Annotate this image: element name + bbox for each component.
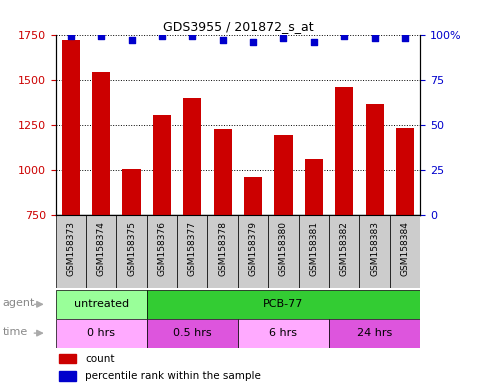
Text: PCB-77: PCB-77 <box>263 299 304 310</box>
Text: percentile rank within the sample: percentile rank within the sample <box>85 371 261 381</box>
Bar <box>329 319 420 348</box>
Bar <box>183 98 201 215</box>
Text: 24 hrs: 24 hrs <box>357 328 392 338</box>
Text: GSM158376: GSM158376 <box>157 221 167 276</box>
Bar <box>153 115 171 215</box>
Bar <box>238 319 329 348</box>
Bar <box>122 169 141 215</box>
Point <box>97 33 105 40</box>
Point <box>188 33 196 40</box>
Point <box>158 33 166 40</box>
Point <box>310 39 318 45</box>
Bar <box>56 319 147 348</box>
Point <box>371 35 379 41</box>
Text: GSM158383: GSM158383 <box>370 221 379 276</box>
Point <box>341 33 348 40</box>
Bar <box>92 73 110 215</box>
Bar <box>147 215 177 288</box>
Bar <box>62 40 80 215</box>
Text: GSM158384: GSM158384 <box>400 221 410 276</box>
Bar <box>305 159 323 215</box>
Bar <box>147 319 238 348</box>
Text: GSM158380: GSM158380 <box>279 221 288 276</box>
Bar <box>298 215 329 288</box>
Text: GSM158382: GSM158382 <box>340 221 349 276</box>
Bar <box>396 127 414 215</box>
Bar <box>366 104 384 215</box>
Text: 0 hrs: 0 hrs <box>87 328 115 338</box>
Text: GSM158373: GSM158373 <box>66 221 75 276</box>
Bar <box>274 135 293 215</box>
Text: time: time <box>2 327 28 337</box>
Bar <box>238 215 268 288</box>
Bar <box>177 215 208 288</box>
Text: untreated: untreated <box>73 299 128 310</box>
Bar <box>56 215 86 288</box>
Point <box>249 39 257 45</box>
Bar <box>390 215 420 288</box>
Bar <box>59 371 76 381</box>
Bar <box>359 215 390 288</box>
Title: GDS3955 / 201872_s_at: GDS3955 / 201872_s_at <box>163 20 313 33</box>
Text: GSM158374: GSM158374 <box>97 221 106 276</box>
Text: GSM158379: GSM158379 <box>249 221 257 276</box>
Bar <box>268 215 298 288</box>
Bar <box>335 87 354 215</box>
Text: 0.5 hrs: 0.5 hrs <box>173 328 212 338</box>
Bar <box>244 177 262 215</box>
Point <box>128 37 135 43</box>
Point <box>401 35 409 41</box>
Bar <box>147 290 420 319</box>
Bar <box>86 215 116 288</box>
Point <box>219 37 227 43</box>
Bar <box>208 215 238 288</box>
Point <box>67 33 74 40</box>
Bar <box>116 215 147 288</box>
Bar <box>56 290 147 319</box>
Bar <box>59 354 76 363</box>
Text: GSM158378: GSM158378 <box>218 221 227 276</box>
Point <box>280 35 287 41</box>
Text: GSM158377: GSM158377 <box>188 221 197 276</box>
Bar <box>329 215 359 288</box>
Bar <box>213 129 232 215</box>
Text: 6 hrs: 6 hrs <box>270 328 298 338</box>
Text: agent: agent <box>2 298 35 308</box>
Text: count: count <box>85 354 114 364</box>
Text: GSM158375: GSM158375 <box>127 221 136 276</box>
Text: GSM158381: GSM158381 <box>309 221 318 276</box>
